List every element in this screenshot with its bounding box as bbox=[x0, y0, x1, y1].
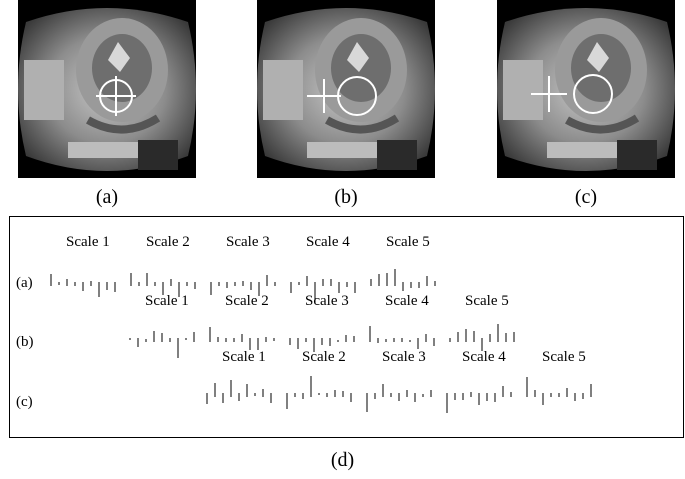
scale-label-r3-s4: Scale 4 bbox=[462, 349, 506, 365]
crosshair-icon bbox=[531, 74, 613, 114]
caption-c: (c) bbox=[574, 186, 598, 208]
scale-label-r2-s2: Scale 2 bbox=[225, 293, 269, 309]
scale-label-r3-s3: Scale 3 bbox=[382, 349, 426, 365]
scale-label-r3-s5: Scale 5 bbox=[542, 349, 586, 365]
scale-label-r2-s5: Scale 5 bbox=[465, 293, 509, 309]
scale-label-r2-s4: Scale 4 bbox=[385, 293, 429, 309]
scale-label-r1-s1: Scale 1 bbox=[66, 234, 110, 250]
scale-label-r1-s2: Scale 2 bbox=[146, 234, 190, 250]
scale-label-r2-s1: Scale 1 bbox=[145, 293, 189, 309]
fisheye-image-a bbox=[18, 0, 196, 178]
scale-histogram-svg: (a) Scale 1 Scale 2 Scale 3 Scale 4 Scale 5 (b… bbox=[16, 234, 592, 413]
crosshair-icon bbox=[96, 76, 136, 116]
row-label-1: (a) bbox=[16, 275, 33, 291]
crosshair-icon bbox=[307, 76, 377, 116]
caption-a: (a) bbox=[95, 186, 119, 208]
scale-label-r1-s4: Scale 4 bbox=[306, 234, 350, 250]
row-label-2: (b) bbox=[16, 334, 34, 350]
row-label-3: (c) bbox=[16, 394, 33, 410]
scale-label-r2-s3: Scale 3 bbox=[305, 293, 349, 309]
scale-label-r1-s3: Scale 3 bbox=[226, 234, 270, 250]
scale-label-r1-s5: Scale 5 bbox=[386, 234, 430, 250]
caption-b: (b) bbox=[334, 186, 358, 208]
figure-caption: (d) bbox=[330, 449, 355, 471]
scale-label-r3-s1: Scale 1 bbox=[222, 349, 266, 365]
fisheye-image-b bbox=[257, 0, 435, 178]
fisheye-image-c bbox=[497, 0, 675, 178]
scale-histogram-panel: (a) Scale 1 Scale 2 Scale 3 Scale 4 Scale 5 (b… bbox=[9, 216, 684, 438]
scale-label-r3-s2: Scale 2 bbox=[302, 349, 346, 365]
